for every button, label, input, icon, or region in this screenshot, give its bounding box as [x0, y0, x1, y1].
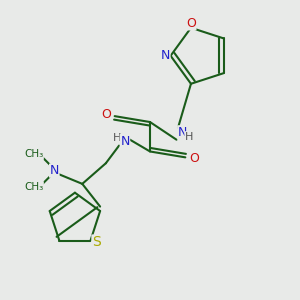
Text: O: O [186, 17, 196, 30]
Text: N: N [178, 126, 187, 139]
Text: O: O [101, 108, 111, 121]
Text: O: O [189, 152, 199, 165]
Text: N: N [160, 49, 170, 62]
Text: H: H [185, 132, 193, 142]
Text: CH₃: CH₃ [24, 182, 43, 192]
Text: CH₃: CH₃ [24, 149, 43, 159]
Text: N: N [50, 164, 59, 177]
Text: S: S [92, 235, 101, 249]
Text: N: N [120, 135, 130, 148]
Text: H: H [112, 133, 121, 143]
